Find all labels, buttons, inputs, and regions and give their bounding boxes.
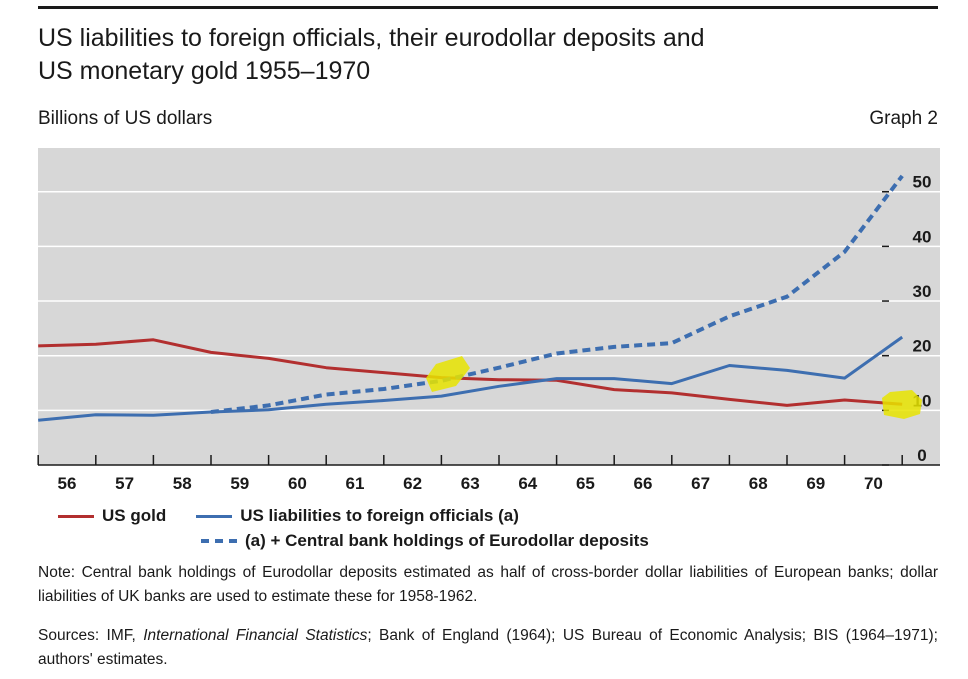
- sources-italic-title: International Financial Statistics: [143, 627, 368, 644]
- legend-item-us-gold: US gold: [58, 506, 166, 526]
- x-tick-label-69: 69: [806, 474, 825, 493]
- series-us-liabilities: [38, 335, 904, 422]
- x-tick-label-65: 65: [576, 474, 595, 493]
- x-tick-label-63: 63: [461, 474, 480, 493]
- plot-area: [38, 148, 940, 465]
- x-tick-label-59: 59: [230, 474, 249, 493]
- top-rule: [38, 6, 938, 9]
- legend-item-eurodollar: (a) + Central bank holdings of Eurodolla…: [201, 531, 649, 551]
- x-tick-label-70: 70: [864, 474, 883, 493]
- y-tick-label-50: 50: [913, 173, 932, 192]
- y-tick-label-40: 40: [913, 227, 932, 246]
- legend-label-eurodollar: (a) + Central bank holdings of Eurodolla…: [245, 531, 649, 550]
- series-us-gold: [38, 338, 903, 407]
- note-text: Note: Central bank holdings of Eurodolla…: [38, 564, 938, 605]
- chart-title: US liabilities to foreign officials, the…: [38, 22, 918, 88]
- legend-row-2: (a) + Central bank holdings of Eurodolla…: [201, 531, 665, 551]
- highlight-mark-gold-end: [882, 390, 922, 419]
- legend-label-liabilities: US liabilities to foreign officials (a): [240, 506, 519, 525]
- x-tick-label-67: 67: [691, 474, 710, 493]
- legend-swatch-gold: [58, 514, 94, 518]
- x-tick-label-68: 68: [749, 474, 768, 493]
- x-tick-label-58: 58: [173, 474, 192, 493]
- x-tick-label-62: 62: [403, 474, 422, 493]
- y-tick-label-0: 0: [917, 446, 926, 465]
- legend-row-1: US gold US liabilities to foreign offici…: [58, 506, 535, 526]
- x-tick-label-56: 56: [58, 474, 77, 493]
- legend-label-gold: US gold: [102, 506, 167, 525]
- sources-suffix: ; Bank of England (1964); US Bureau of E…: [38, 627, 938, 668]
- x-tick-label-64: 64: [518, 474, 537, 493]
- x-tick-label-66: 66: [634, 474, 653, 493]
- y-tick-label-30: 30: [913, 282, 932, 301]
- chart-title-line-1: US liabilities to foreign officials, the…: [38, 24, 705, 52]
- x-tick-label-57: 57: [115, 474, 134, 493]
- legend-swatch-eurodollar: [201, 539, 237, 543]
- legend-item-us-liabilities: US liabilities to foreign officials (a): [196, 506, 519, 526]
- chart-title-line-2: US monetary gold 1955–1970: [38, 57, 371, 85]
- legend-swatch-liabilities: [196, 514, 233, 518]
- highlight-mark-crossover: [426, 356, 470, 392]
- x-tick-label-61: 61: [346, 474, 365, 493]
- sources-prefix: Sources: IMF,: [38, 627, 144, 644]
- y-tick-label-20: 20: [913, 337, 932, 356]
- y-unit-label: Billions of US dollars: [38, 108, 213, 129]
- graph-number: Graph 2: [869, 108, 938, 129]
- sources-text: Sources: IMF, International Financial St…: [38, 624, 938, 672]
- x-tick-label-60: 60: [288, 474, 307, 493]
